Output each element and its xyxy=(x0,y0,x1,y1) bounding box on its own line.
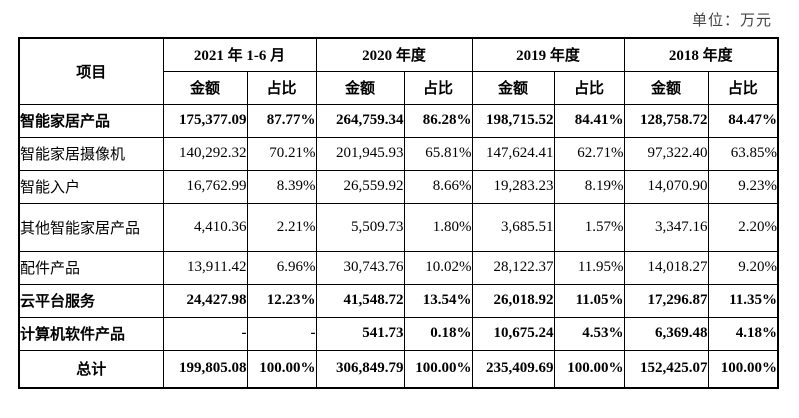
cell-value: 9.20% xyxy=(707,250,779,285)
cell-value: 12.23% xyxy=(246,283,317,318)
cell-value: 152,425.07 xyxy=(623,349,709,389)
cell-value: 41,548.72 xyxy=(315,283,405,318)
cell-value: 100.00% xyxy=(403,349,473,389)
cell-value: 8.39% xyxy=(246,169,317,204)
cell-value: 26,559.92 xyxy=(315,169,405,204)
row-label: 智能入户 xyxy=(18,169,164,204)
revenue-table: 项目 2021 年 1-6 月 2020 年度 2019 年度 2018 年度 … xyxy=(18,37,780,389)
cell-value: 199,805.08 xyxy=(162,349,248,389)
header-period-2020: 2020 年度 xyxy=(315,37,473,72)
header-amount: 金额 xyxy=(471,70,555,105)
cell-value: 6.96% xyxy=(246,250,317,285)
table-header-row-measures: 金额 占比 金额 占比 金额 占比 金额 占比 xyxy=(19,70,779,105)
cell-value: 70.21% xyxy=(246,136,317,171)
cell-value: 65.81% xyxy=(403,136,473,171)
cell-value: 198,715.52 xyxy=(471,103,555,138)
cell-value: 541.73 xyxy=(315,316,405,351)
cell-value: 175,377.09 xyxy=(162,103,248,138)
cell-value: 10.02% xyxy=(403,250,473,285)
header-period-2018: 2018 年度 xyxy=(623,37,779,72)
header-ratio: 占比 xyxy=(403,70,473,105)
table-row: 计算机软件产品 - - 541.73 0.18% 10,675.24 4.53%… xyxy=(18,316,779,351)
cell-value: 3,685.51 xyxy=(471,202,555,252)
cell-value: 100.00% xyxy=(553,349,625,389)
cell-value: 11.95% xyxy=(553,250,625,285)
cell-value: 16,762.99 xyxy=(162,169,248,204)
row-label: 智能家居产品 xyxy=(18,103,164,138)
cell-value: 235,409.69 xyxy=(471,349,555,389)
cell-value: 4.53% xyxy=(553,316,625,351)
header-period-2021h1: 2021 年 1-6 月 xyxy=(162,37,317,72)
table-row: 云平台服务 24,427.98 12.23% 41,548.72 13.54% … xyxy=(18,283,779,318)
cell-value: 6,369.48 xyxy=(623,316,709,351)
cell-value: 5,509.73 xyxy=(315,202,405,252)
cell-value: 11.05% xyxy=(553,283,625,318)
cell-value: 9.23% xyxy=(707,169,779,204)
cell-value: 13,911.42 xyxy=(162,250,248,285)
header-amount: 金额 xyxy=(623,70,709,105)
row-label: 智能家居摄像机 xyxy=(18,136,164,171)
cell-value: 84.41% xyxy=(553,103,625,138)
header-amount: 金额 xyxy=(315,70,405,105)
row-label: 其他智能家居产品 xyxy=(18,202,164,252)
cell-value: 4,410.36 xyxy=(162,202,248,252)
row-label: 总计 xyxy=(18,349,164,389)
row-label: 配件产品 xyxy=(18,250,164,285)
cell-value: 2.20% xyxy=(707,202,779,252)
cell-value: 306,849.79 xyxy=(315,349,405,389)
cell-value: 19,283.23 xyxy=(471,169,555,204)
cell-value: 147,624.41 xyxy=(471,136,555,171)
cell-value: - xyxy=(246,316,317,351)
table-row: 智能家居产品 175,377.09 87.77% 264,759.34 86.2… xyxy=(18,103,779,138)
row-label: 计算机软件产品 xyxy=(18,316,164,351)
header-ratio: 占比 xyxy=(246,70,317,105)
table-row: 智能入户 16,762.99 8.39% 26,559.92 8.66% 19,… xyxy=(18,169,779,204)
cell-value: 17,296.87 xyxy=(623,283,709,318)
cell-value: 30,743.76 xyxy=(315,250,405,285)
cell-value: 100.00% xyxy=(246,349,317,389)
cell-value: 11.35% xyxy=(707,283,779,318)
cell-value: 14,070.90 xyxy=(623,169,709,204)
cell-value: 100.00% xyxy=(707,349,779,389)
cell-value: 14,018.27 xyxy=(623,250,709,285)
table-row: 智能家居摄像机 140,292.32 70.21% 201,945.93 65.… xyxy=(18,136,779,171)
cell-value: 8.19% xyxy=(553,169,625,204)
cell-value: 140,292.32 xyxy=(162,136,248,171)
cell-value: 13.54% xyxy=(403,283,473,318)
cell-value: 86.28% xyxy=(403,103,473,138)
cell-value: 264,759.34 xyxy=(315,103,405,138)
cell-value: 1.57% xyxy=(553,202,625,252)
cell-value: 84.47% xyxy=(707,103,779,138)
row-label: 云平台服务 xyxy=(18,283,164,318)
header-item: 项目 xyxy=(18,37,164,105)
table-header-row-periods: 项目 2021 年 1-6 月 2020 年度 2019 年度 2018 年度 xyxy=(18,37,779,105)
unit-label: 单位：万元 xyxy=(691,13,772,29)
cell-value: 4.18% xyxy=(707,316,779,351)
cell-value: - xyxy=(162,316,248,351)
cell-value: 24,427.98 xyxy=(162,283,248,318)
cell-value: 28,122.37 xyxy=(471,250,555,285)
cell-value: 26,018.92 xyxy=(471,283,555,318)
cell-value: 97,322.40 xyxy=(623,136,709,171)
cell-value: 1.80% xyxy=(403,202,473,252)
header-period-2019: 2019 年度 xyxy=(471,37,625,72)
table-row: 其他智能家居产品 4,410.36 2.21% 5,509.73 1.80% 3… xyxy=(18,202,779,252)
header-ratio: 占比 xyxy=(553,70,625,105)
cell-value: 62.71% xyxy=(553,136,625,171)
cell-value: 10,675.24 xyxy=(471,316,555,351)
cell-value: 2.21% xyxy=(246,202,317,252)
cell-value: 3,347.16 xyxy=(623,202,709,252)
header-ratio: 占比 xyxy=(707,70,779,105)
table-row: 配件产品 13,911.42 6.96% 30,743.76 10.02% 28… xyxy=(18,250,779,285)
cell-value: 201,945.93 xyxy=(315,136,405,171)
header-amount: 金额 xyxy=(162,70,248,105)
cell-value: 87.77% xyxy=(246,103,317,138)
cell-value: 0.18% xyxy=(403,316,473,351)
cell-value: 63.85% xyxy=(707,136,779,171)
cell-value: 128,758.72 xyxy=(623,103,709,138)
table-row-total: 总计 199,805.08 100.00% 306,849.79 100.00%… xyxy=(18,349,779,389)
cell-value: 8.66% xyxy=(403,169,473,204)
